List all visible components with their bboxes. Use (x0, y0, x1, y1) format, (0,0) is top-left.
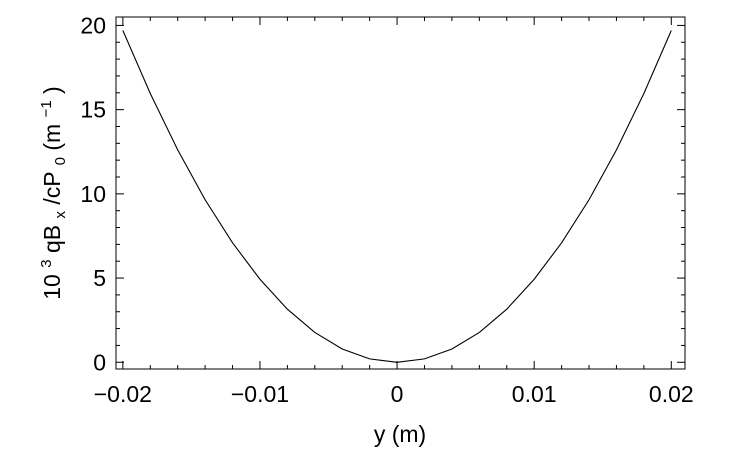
y-label-main-sub: x (52, 210, 69, 218)
x-tick-label: 0.01 (512, 381, 557, 407)
tick-labels: −0.02 −0.01 0 0.01 0.02 0 5 10 15 20 (80, 12, 693, 407)
y-tick-label: 20 (80, 12, 106, 38)
y-tick-label: 15 (80, 97, 106, 123)
y-label-middle: /cP (39, 172, 65, 205)
y-label-unit-close: ) (39, 86, 65, 94)
series-group (122, 30, 672, 363)
plot-frame (115, 16, 686, 370)
axis-ticks (116, 17, 685, 369)
x-tick-label: −0.01 (231, 381, 289, 407)
y-label-unit-open: (m (39, 124, 65, 151)
y-tick-label: 10 (80, 181, 106, 207)
x-tick-label: 0 (391, 381, 404, 407)
y-tick-label: 5 (93, 265, 106, 291)
series-line (122, 30, 672, 363)
x-axis-label: y (m) (374, 421, 426, 447)
y-label-middle-sub: 0 (52, 157, 69, 165)
y-label-prefix-sup: 3 (38, 259, 55, 267)
y-label-unit-sup: −1 (38, 100, 55, 117)
y-axis-label: 10 3 qB x /cP 0 (m −1 ) (30, 86, 70, 299)
y-label-main: qB (39, 225, 65, 253)
y-tick-label: 0 (93, 349, 106, 375)
x-tick-label: −0.02 (94, 381, 152, 407)
x-tick-label: 0.02 (649, 381, 694, 407)
y-label-prefix: 10 (39, 274, 65, 300)
